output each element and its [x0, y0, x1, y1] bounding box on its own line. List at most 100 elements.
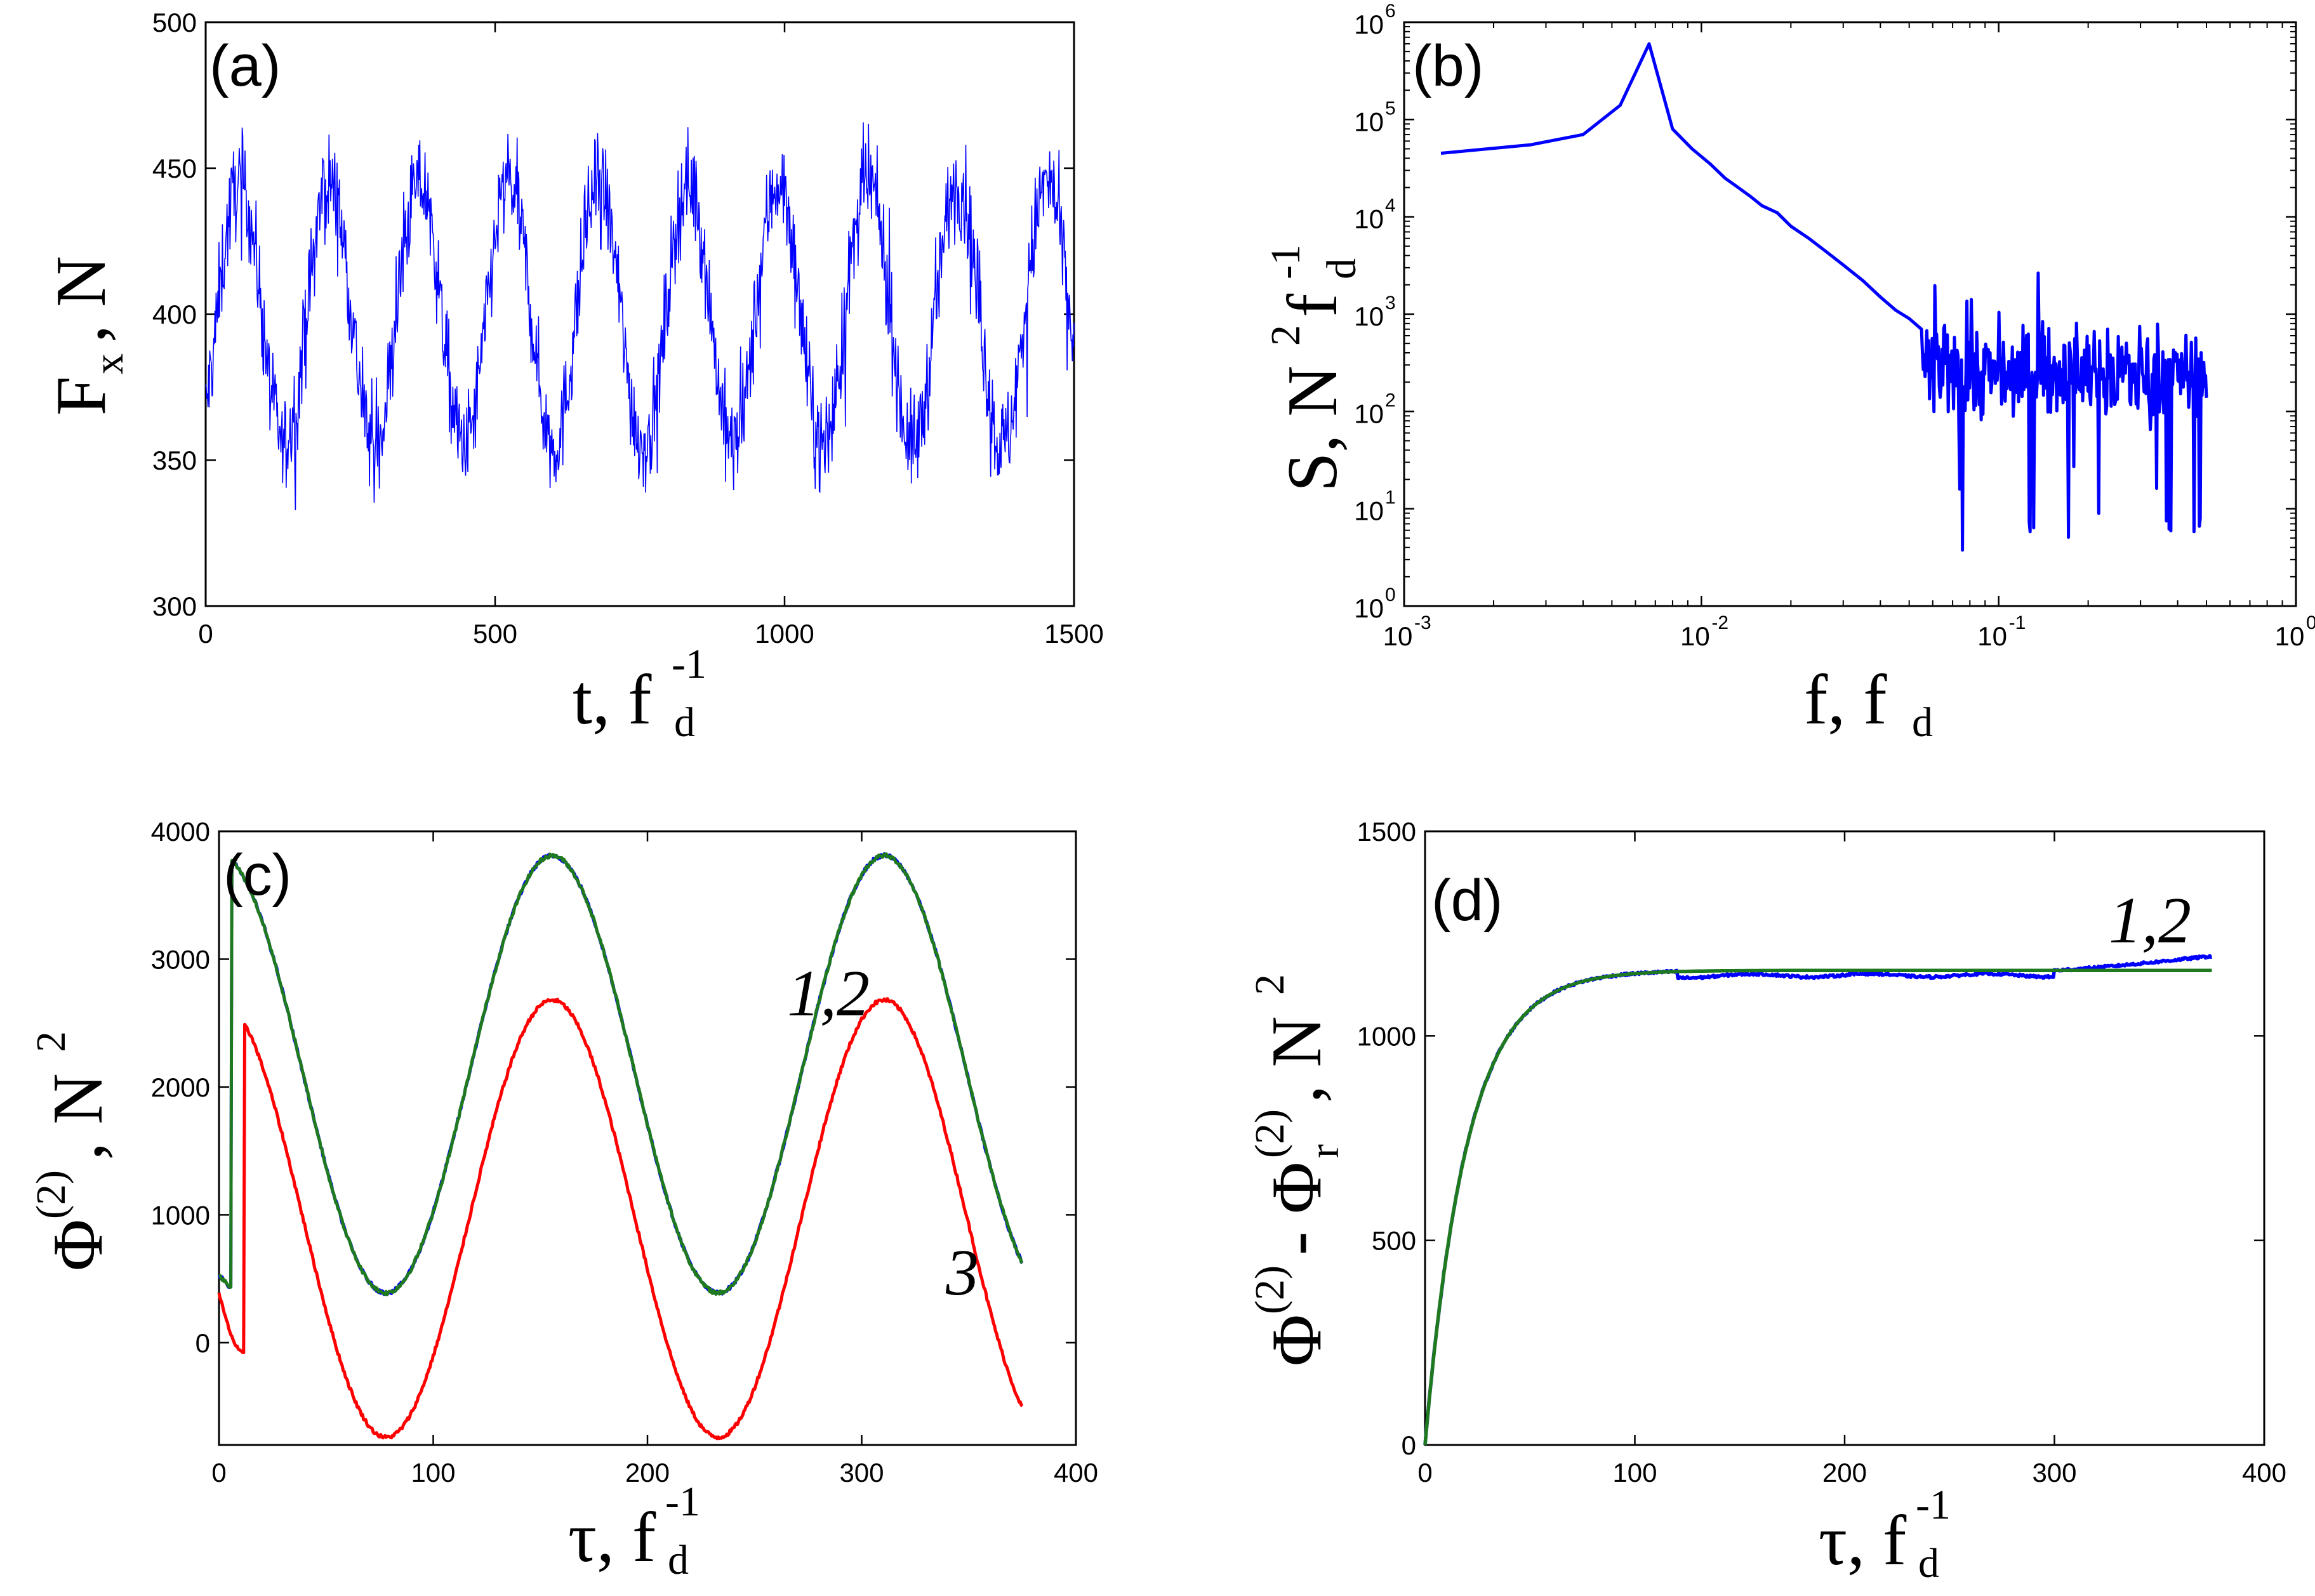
svg-text:(2): (2): [1247, 1109, 1293, 1158]
panel-d-xlabel: τ, f d -1: [1819, 1482, 1951, 1586]
panel-d-ticks: 0 100 200 300 400 0 500 1000 1500: [1357, 817, 2286, 1487]
svg-text:d: d: [1918, 1540, 1939, 1586]
x-tick-exponent: -1: [2009, 612, 2026, 633]
x-tick-label: 400: [2242, 1458, 2286, 1487]
svg-text:τ, f: τ, f: [1819, 1501, 1907, 1580]
y-tick-label: 500: [152, 8, 197, 37]
y-tick-exponent: 0: [1385, 584, 1396, 605]
panel-c-ylabel: Φ (2) , N 2: [28, 1031, 117, 1271]
y-tick-label: 400: [152, 300, 197, 329]
panel-b-ylabel: S, N 2 f -1 d: [1263, 244, 1365, 492]
y-tick-label: 2000: [151, 1072, 210, 1102]
panel-b-plot: [1440, 42, 2208, 552]
svg-text:2: 2: [28, 1031, 74, 1052]
y-tick-label: 350: [152, 445, 197, 475]
svg-text:d: d: [668, 1537, 689, 1583]
svg-text:-1: -1: [1263, 244, 1309, 279]
y-tick-label: 500: [1372, 1226, 1416, 1256]
panel-a-frame: [204, 21, 1075, 607]
x-tick-label: 500: [473, 619, 517, 649]
x-tick-label: 100: [411, 1458, 455, 1487]
x-tick-label: 0: [1417, 1458, 1432, 1487]
panel-b-ticks: 10 -3 10 -2 10 -1 10 010 010 110 210 310 410 510 6: [1354, 1, 2315, 651]
panel-a-ylabel: F x , N: [42, 256, 132, 416]
panel-d-plot: [1423, 954, 2213, 1446]
y-tick-exponent: 5: [1385, 98, 1396, 119]
svg-text:Φ: Φ: [1257, 1314, 1336, 1366]
svg-text:-1: -1: [1916, 1482, 1951, 1528]
panel-b-frame: [1403, 21, 2297, 607]
y-tick-label: 10: [1354, 301, 1384, 331]
x-tick-label: 10: [1977, 621, 2007, 651]
y-tick-exponent: 4: [1385, 195, 1396, 216]
x-tick-label: 0: [211, 1458, 226, 1487]
panel-b-label: (b): [1412, 34, 1483, 98]
x-tick-label: 10: [1383, 621, 1413, 651]
y-tick-label: 10: [1354, 496, 1384, 526]
y-tick-label: 10: [1354, 107, 1384, 136]
y-tick-label: 10: [1354, 593, 1384, 623]
panel-c-series-2: [218, 852, 1024, 1296]
y-tick-label: 10: [1354, 10, 1384, 39]
panel-d-series-2: [1423, 968, 2213, 1446]
svg-text:, N: , N: [42, 256, 121, 343]
panel-c-series-3: [217, 997, 1024, 1441]
y-tick-label: 300: [152, 591, 197, 621]
panel-c-series-1: [217, 852, 1024, 1296]
panel-d-ylabel: Φ (2) - Φ (2) r , N 2: [1247, 974, 1348, 1366]
svg-text:f: f: [1273, 293, 1352, 317]
svg-text:x: x: [86, 353, 132, 374]
panel-a-ticks: 0 500 1000 1500 300 350 400 450 500: [152, 8, 1104, 649]
svg-text:2: 2: [1247, 974, 1293, 995]
x-tick-label: 100: [1612, 1458, 1657, 1487]
svg-text:S, N: S, N: [1273, 366, 1352, 492]
panel-a-plot: [205, 122, 1075, 511]
panel-a-series-fx: [205, 122, 1075, 511]
panel-a-xlabel: t, f d -1: [573, 641, 706, 746]
svg-text:d: d: [1318, 258, 1365, 279]
x-tick-label: 10: [2275, 621, 2305, 651]
y-tick-label: 10: [1354, 204, 1384, 234]
panel-d-label: (d): [1431, 868, 1502, 933]
svg-text:(2): (2): [1247, 1265, 1293, 1314]
svg-text:d: d: [1912, 699, 1933, 746]
y-tick-label: 0: [196, 1328, 210, 1358]
svg-text:t, f: t, f: [573, 661, 652, 739]
y-tick-label: 1000: [151, 1200, 210, 1230]
panel-c-label: (c): [223, 843, 291, 907]
x-tick-label: 200: [1822, 1458, 1867, 1487]
y-tick-exponent: 6: [1385, 1, 1396, 22]
panel-c-annotation-3: 3: [945, 1236, 979, 1309]
panel-a-label: (a): [209, 34, 281, 98]
x-tick-exponent: -3: [1414, 612, 1431, 633]
y-tick-label: 10: [1354, 399, 1384, 428]
svg-text:2: 2: [1263, 325, 1309, 346]
x-tick-label: 1500: [1044, 619, 1103, 649]
svg-text:r: r: [1301, 1144, 1348, 1158]
y-tick-exponent: 2: [1385, 390, 1396, 411]
y-tick-exponent: 1: [1385, 487, 1396, 508]
y-tick-exponent: 3: [1385, 293, 1396, 313]
svg-text:, N: , N: [39, 1073, 117, 1160]
y-tick-label: 0: [1402, 1430, 1416, 1460]
y-tick-label: 3000: [151, 944, 210, 974]
x-tick-label: 0: [198, 619, 213, 649]
panel-d-annotation-1-2: 1,2: [2109, 884, 2191, 957]
svg-text:-1: -1: [672, 641, 706, 687]
svg-text:-1: -1: [665, 1479, 700, 1525]
panel-c-xlabel: τ, f d -1: [568, 1479, 700, 1583]
panel-c-annotation-1-2: 1,2: [787, 957, 870, 1030]
panel-b: 10 -3 10 -2 10 -1 10 010 010 110 210 310 410 510 6 (b)…: [1263, 1, 2315, 746]
y-tick-label: 1500: [1357, 817, 1416, 847]
svg-text:τ, f: τ, f: [568, 1498, 656, 1577]
x-tick-label: 300: [839, 1458, 884, 1487]
svg-text:F: F: [42, 376, 121, 416]
panel-a: 0 500 1000 1500 300 350 400 450 500 (a) t, f d -…: [42, 8, 1104, 746]
x-tick-label: 300: [2032, 1458, 2076, 1487]
svg-text:, N: , N: [1257, 1016, 1336, 1103]
x-tick-exponent: -2: [1711, 612, 1728, 633]
x-tick-label: 400: [1054, 1458, 1098, 1487]
